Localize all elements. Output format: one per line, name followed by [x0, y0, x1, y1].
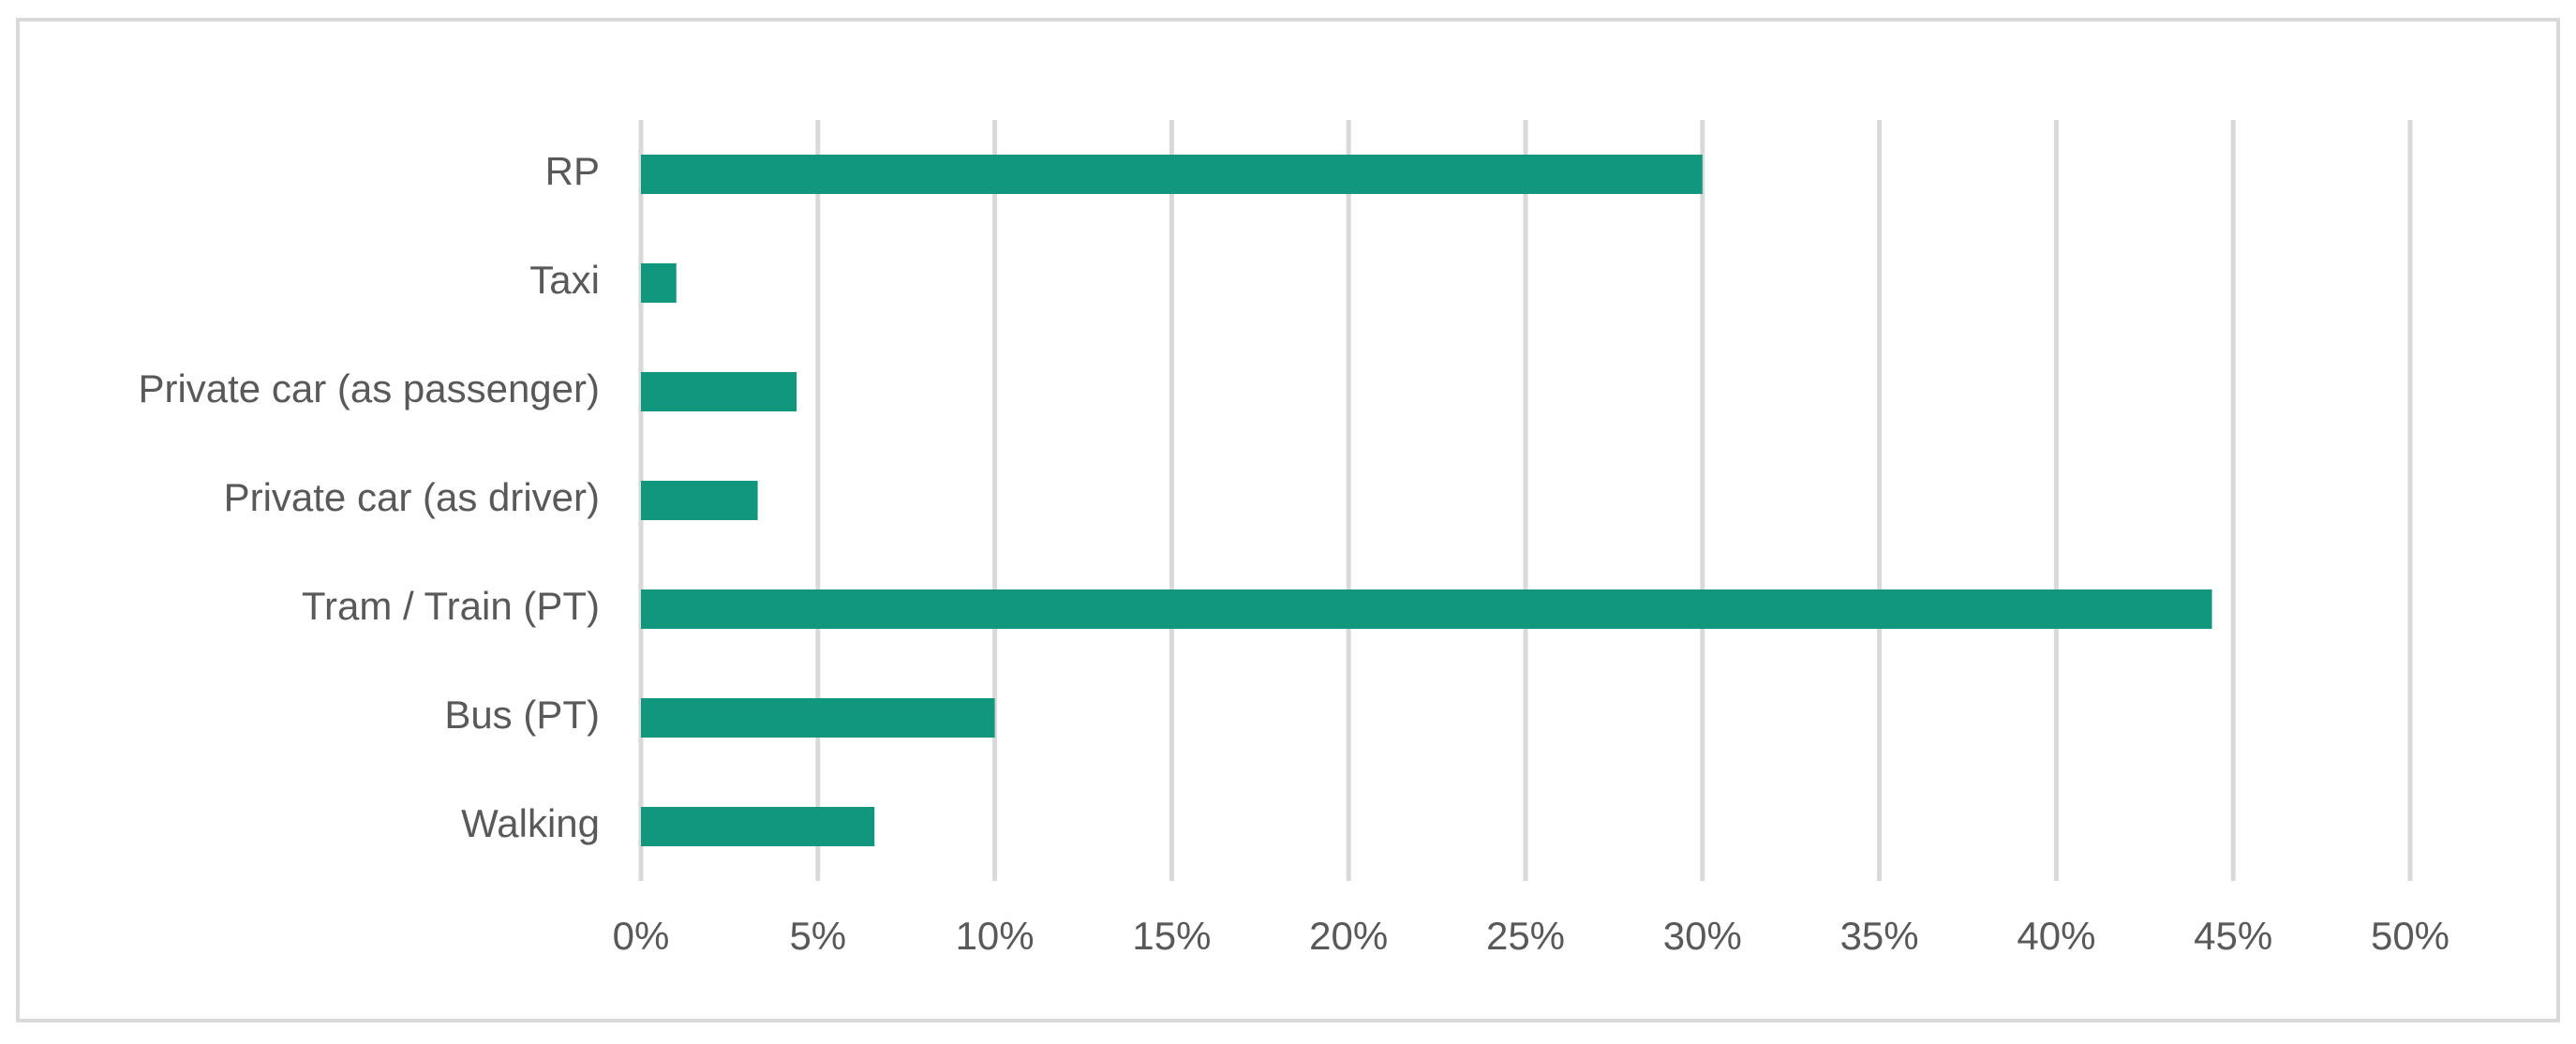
x-tick-label: 40%	[2017, 914, 2095, 958]
y-tick-label: Private car (as driver)	[224, 475, 600, 519]
bar	[641, 807, 875, 846]
x-tick-label: 45%	[2194, 914, 2272, 958]
y-tick-label: RP	[545, 149, 600, 193]
x-tick-label: 10%	[956, 914, 1035, 958]
y-tick-label: Tram / Train (PT)	[302, 584, 600, 628]
y-tick-label: Taxi	[529, 258, 600, 302]
bar	[641, 481, 758, 520]
x-tick-label: 0%	[613, 914, 670, 958]
x-tick-label: 25%	[1486, 914, 1565, 958]
bar	[641, 589, 2212, 629]
x-tick-label: 35%	[1840, 914, 1919, 958]
bar	[641, 698, 995, 738]
x-tick-label: 15%	[1132, 914, 1211, 958]
x-tick-label: 50%	[2371, 914, 2449, 958]
bar	[641, 372, 797, 411]
x-tick-label: 5%	[789, 914, 846, 958]
bar	[641, 155, 1703, 194]
bar	[641, 263, 677, 303]
y-tick-label: Private car (as passenger)	[138, 366, 600, 410]
x-tick-label: 30%	[1663, 914, 1742, 958]
y-tick-label: Walking	[461, 801, 600, 845]
y-tick-label: Bus (PT)	[444, 693, 600, 737]
x-tick-label: 20%	[1309, 914, 1388, 958]
